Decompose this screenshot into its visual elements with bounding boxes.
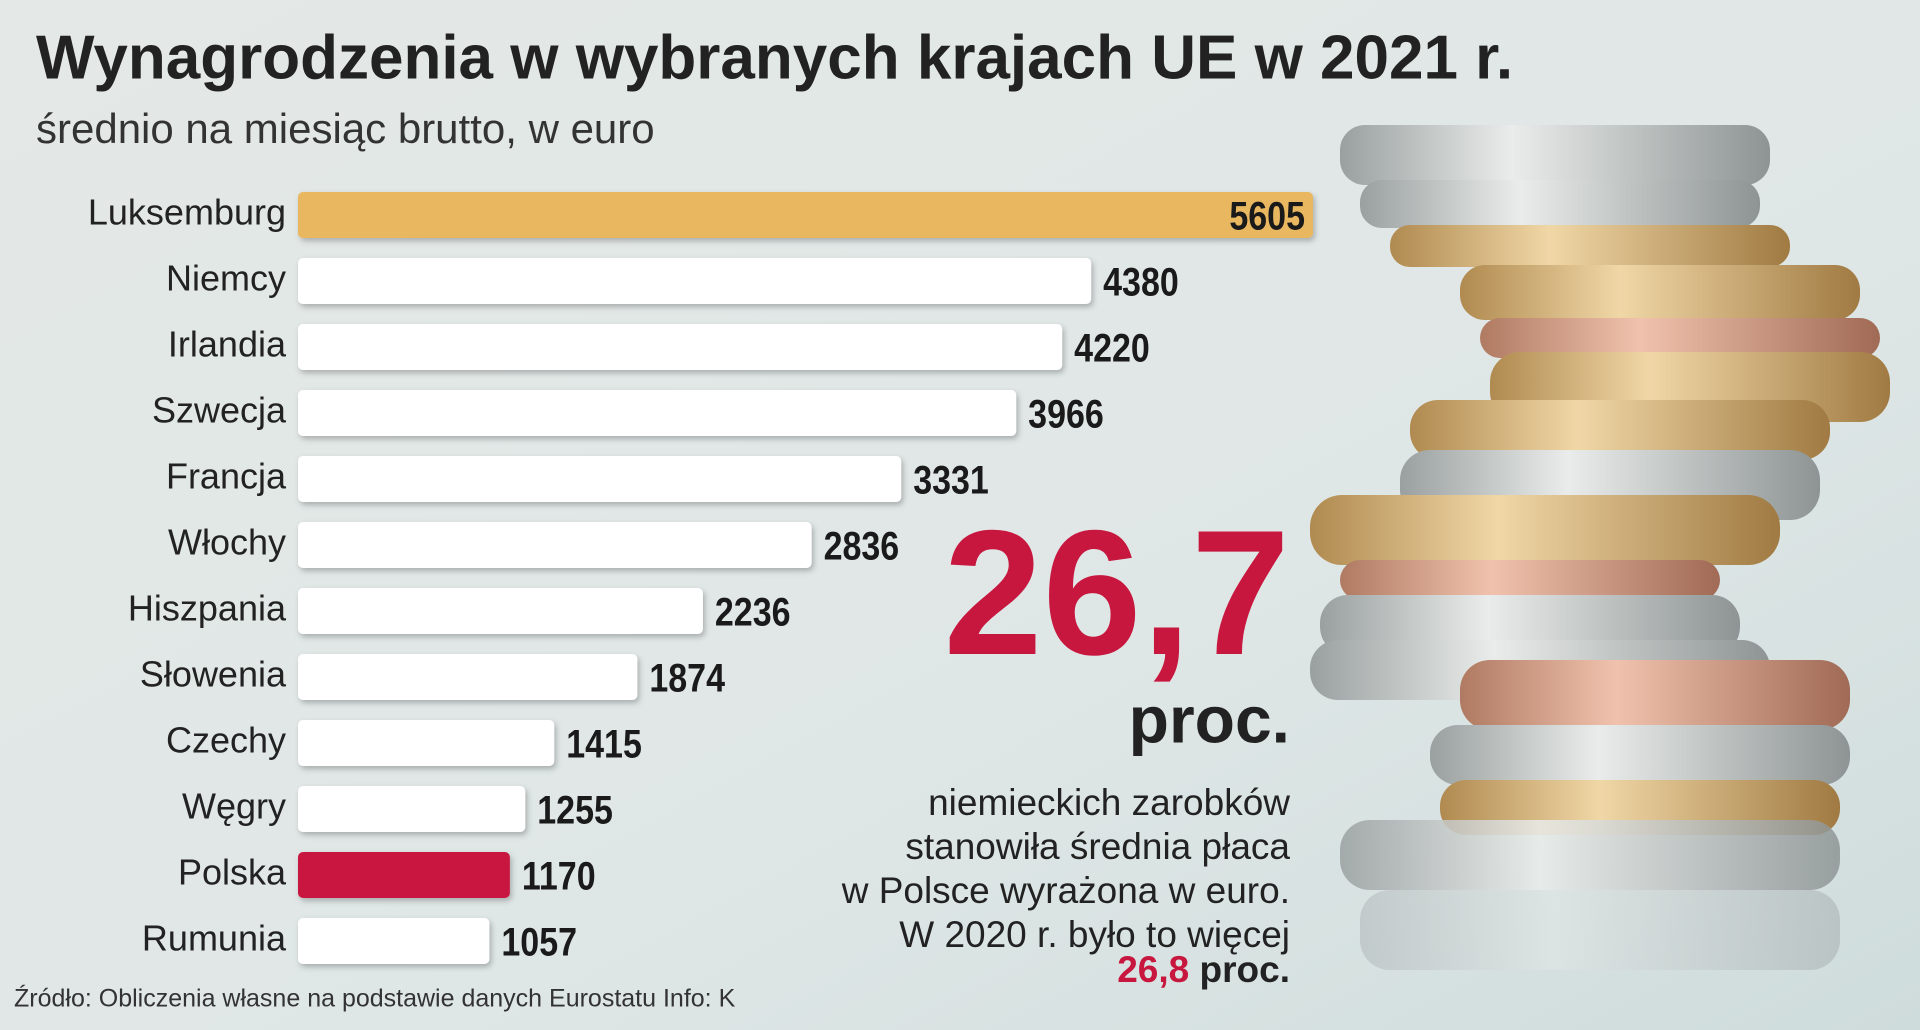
source: Źródło: Obliczenia własne na podstawie d… [14, 984, 736, 1013]
bar [298, 852, 510, 898]
bar [298, 456, 902, 502]
category-label: Rumunia [142, 918, 287, 959]
bar [298, 786, 526, 832]
category-label: Włochy [168, 522, 286, 563]
bar [298, 522, 812, 568]
category-label: Hiszpania [128, 588, 287, 629]
category-label: Francja [166, 456, 287, 497]
bar [298, 390, 1017, 436]
value-label: 1057 [501, 919, 577, 964]
annotation-line: niemieckich zarobków [928, 782, 1290, 823]
value-label: 1170 [522, 853, 596, 898]
category-label: Luksemburg [88, 192, 286, 233]
chart-subtitle: średnio na miesiąc brutto, w euro [36, 105, 655, 152]
value-label: 1255 [537, 787, 613, 832]
category-label: Węgry [182, 786, 286, 827]
bar [298, 324, 1063, 370]
value-label: 3966 [1028, 391, 1104, 436]
value-label: 1415 [566, 721, 642, 766]
category-label: Niemcy [166, 258, 286, 299]
footer-unit: proc. [1200, 949, 1290, 990]
value-label: 2236 [715, 589, 791, 634]
category-label: Szwecja [152, 390, 287, 431]
chart-title: Wynagrodzenia w wybranych krajach UE w 2… [36, 23, 1513, 92]
annotation-line: w Polsce wyrażona w euro. [841, 870, 1290, 911]
coin-stack [1310, 125, 1890, 970]
bar [298, 918, 490, 964]
bar [298, 258, 1092, 304]
bar [298, 192, 1313, 238]
annotation-unit: proc. [1129, 682, 1290, 756]
annotation-line: W 2020 r. było to więcej [899, 914, 1290, 955]
category-label: Czechy [166, 720, 286, 761]
annotation-footer: 26,8 proc. [1117, 949, 1290, 990]
bar [298, 654, 638, 700]
footer-value: 26,8 [1117, 949, 1189, 990]
value-label: 1874 [649, 655, 725, 700]
value-label: 4380 [1103, 259, 1179, 304]
category-label: Polska [178, 852, 287, 893]
value-label: 3331 [913, 457, 989, 502]
annotation-value: 26,7 [944, 493, 1290, 692]
value-label: 5605 [1229, 193, 1305, 238]
category-label: Irlandia [168, 324, 287, 365]
bar [298, 588, 703, 634]
category-label: Słowenia [140, 654, 287, 695]
annotation-line: stanowiła średnia płaca [905, 826, 1290, 867]
value-label: 4220 [1074, 325, 1150, 370]
value-label: 2836 [824, 523, 900, 568]
bar [298, 720, 555, 766]
